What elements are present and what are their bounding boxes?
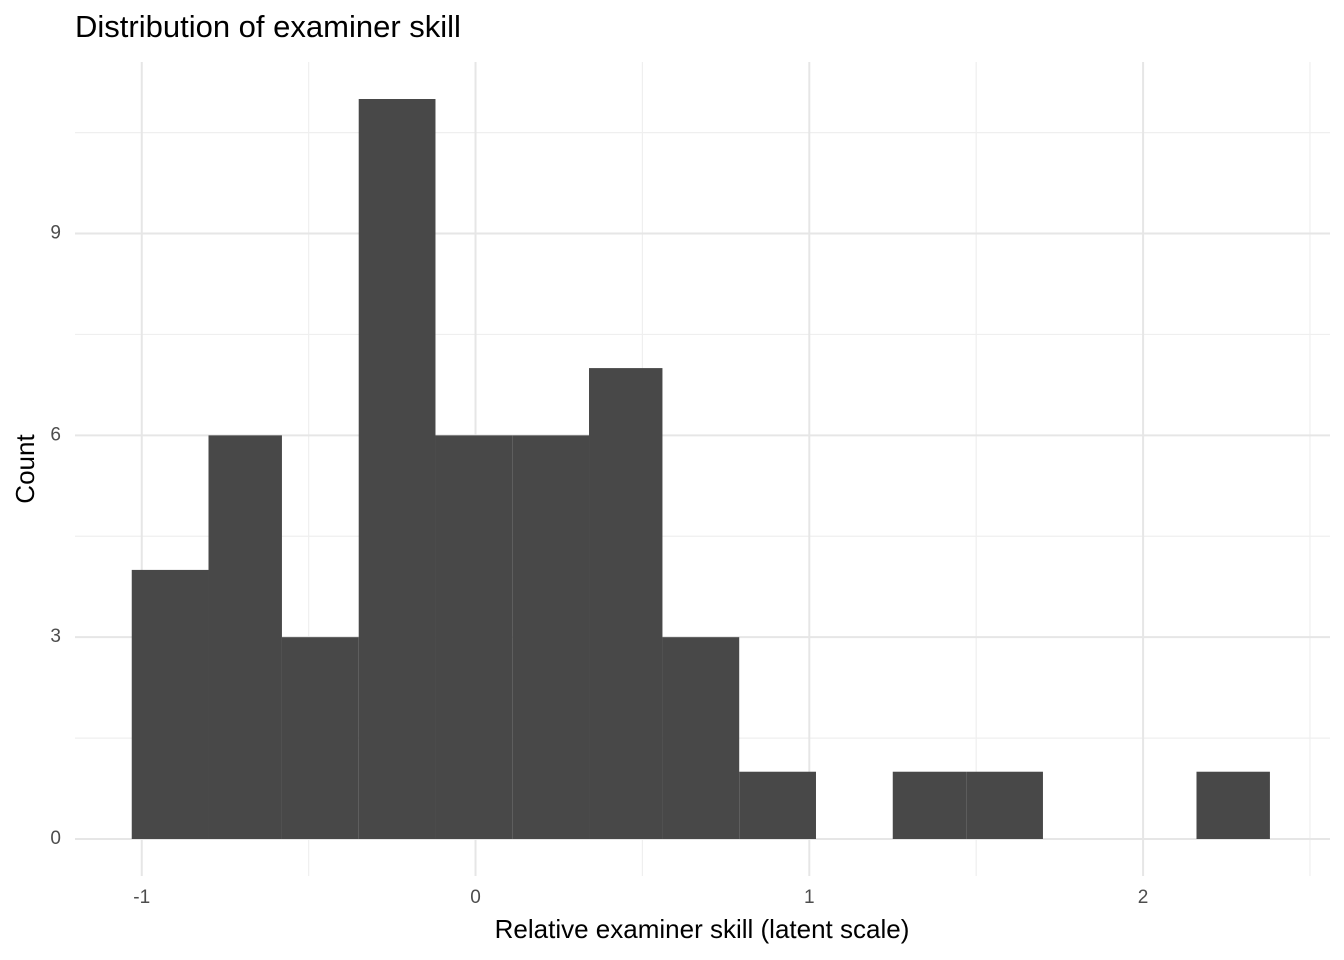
bar: [281, 637, 359, 839]
x-tick-label: 2: [1138, 887, 1149, 908]
bar: [358, 99, 436, 839]
x-tick-label: 0: [470, 887, 481, 908]
bar: [131, 569, 209, 839]
y-tick-label: 0: [50, 828, 61, 849]
bar: [435, 435, 513, 839]
bar: [892, 771, 967, 839]
y-tick-label: 3: [50, 626, 61, 647]
x-tick-label: -1: [133, 887, 150, 908]
bar: [512, 435, 590, 839]
y-tick-label: 6: [50, 424, 61, 445]
bar: [966, 771, 1043, 839]
x-tick-label: 1: [804, 887, 815, 908]
bar: [739, 771, 816, 839]
chart-title: Distribution of examiner skill: [75, 9, 461, 44]
bar: [589, 368, 663, 839]
bar: [208, 435, 282, 839]
bar: [662, 637, 740, 839]
y-tick-label: 9: [50, 223, 61, 244]
y-axis-title: Count: [10, 434, 40, 504]
x-axis-title: Relative examiner skill (latent scale): [495, 914, 910, 944]
bar: [1196, 771, 1270, 839]
